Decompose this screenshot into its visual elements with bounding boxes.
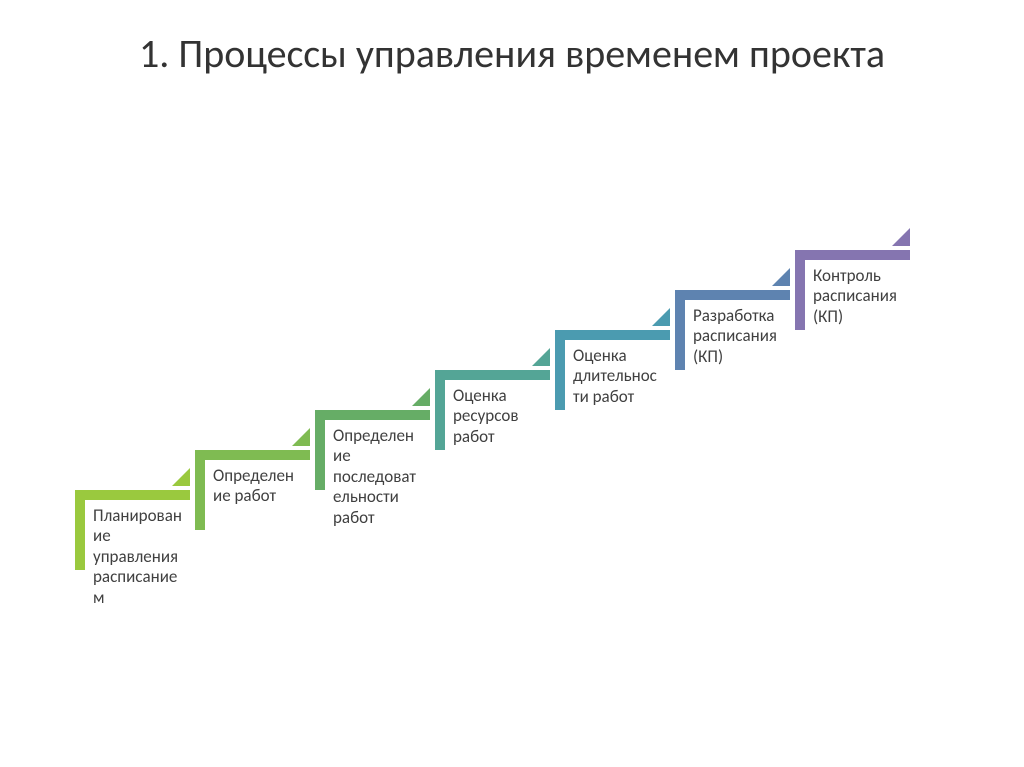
step-label: Планирование управления расписанием <box>93 506 183 608</box>
step-topbar <box>555 330 670 340</box>
step-leftbar <box>75 490 85 570</box>
step-topbar <box>675 290 790 300</box>
step-leftbar <box>795 250 805 330</box>
step-label: Разработка расписания (КП) <box>693 306 783 367</box>
step-label: Определение работ <box>213 466 303 507</box>
staircase-diagram: Планирование управления расписанием Опред… <box>0 0 1024 767</box>
step-leftbar <box>675 290 685 370</box>
step-leftbar <box>315 410 325 490</box>
step-label: Оценка ресурсов работ <box>453 386 543 447</box>
step-triangle <box>892 228 910 246</box>
step-triangle <box>172 468 190 486</box>
step-topbar <box>315 410 430 420</box>
step-leftbar <box>195 450 205 530</box>
step-label: Оценка длительности работ <box>573 346 663 407</box>
step-triangle <box>292 428 310 446</box>
step-label: Контроль расписания (КП) <box>813 266 903 327</box>
step-topbar <box>195 450 310 460</box>
step-triangle <box>772 268 790 286</box>
step-leftbar <box>435 370 445 450</box>
step-label: Определение последовательности работ <box>333 426 423 528</box>
step-triangle <box>532 348 550 366</box>
step-topbar <box>795 250 910 260</box>
step-topbar <box>435 370 550 380</box>
step-leftbar <box>555 330 565 410</box>
step-topbar <box>75 490 190 500</box>
step-triangle <box>412 388 430 406</box>
step-triangle <box>652 308 670 326</box>
